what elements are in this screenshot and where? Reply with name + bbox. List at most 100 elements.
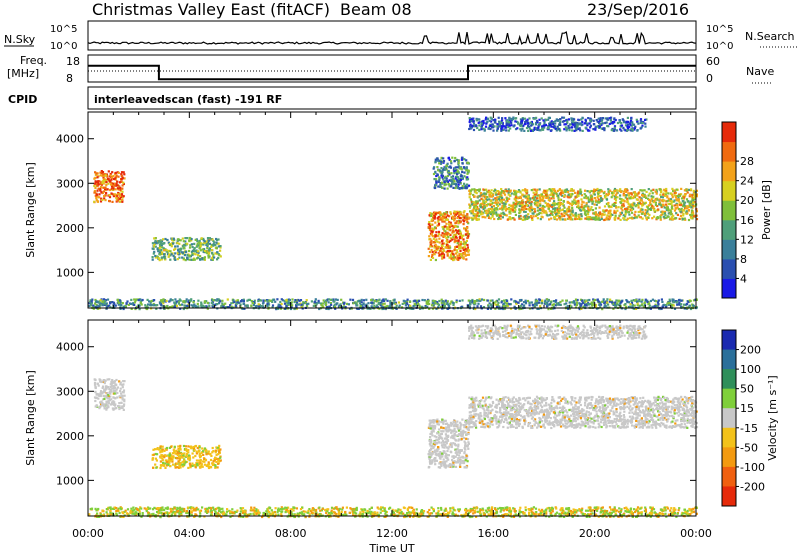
data-cell	[522, 124, 525, 127]
data-cell	[536, 121, 539, 124]
data-cell	[572, 119, 575, 122]
data-cell	[536, 194, 539, 197]
data-cell	[536, 213, 539, 216]
data-cell	[690, 217, 693, 220]
data-cell	[592, 217, 595, 221]
data-cell	[429, 212, 432, 215]
data-cell	[455, 185, 458, 188]
data-cell	[613, 203, 616, 206]
data-cell	[466, 176, 469, 179]
data-cell	[193, 242, 196, 245]
data-cell	[464, 184, 467, 187]
data-cell	[503, 193, 507, 196]
data-cell	[134, 299, 137, 302]
data-cell	[165, 299, 168, 302]
data-cell	[479, 299, 482, 302]
data-cell	[639, 127, 642, 130]
data-cell	[445, 168, 448, 171]
data-cell	[671, 187, 674, 190]
data-cell	[118, 405, 121, 408]
data-cell	[574, 125, 577, 128]
data-cell	[645, 218, 648, 221]
data-cell	[446, 241, 449, 244]
data-cell	[500, 129, 503, 132]
data-cell	[655, 190, 658, 193]
data-cell	[675, 188, 678, 191]
data-cell	[530, 301, 533, 304]
data-cell	[619, 188, 622, 191]
data-cell	[196, 302, 199, 305]
data-cell	[459, 211, 462, 214]
data-cell	[507, 126, 510, 129]
data-cell	[679, 202, 682, 205]
data-cell	[458, 254, 461, 257]
data-cell	[654, 203, 657, 207]
data-cell	[504, 205, 507, 208]
data-cell	[437, 220, 440, 223]
data-cell	[153, 303, 156, 307]
data-cell	[613, 209, 616, 212]
data-cell	[469, 299, 472, 303]
data-cell	[177, 248, 180, 251]
data-cell	[431, 302, 434, 305]
data-cell	[206, 245, 209, 248]
data-cell	[568, 205, 571, 208]
data-cell	[589, 303, 592, 306]
data-cell	[508, 203, 511, 206]
data-cell	[120, 392, 123, 395]
data-cell	[194, 238, 197, 241]
data-cell	[202, 243, 205, 246]
data-cell	[448, 232, 451, 235]
data-cell	[109, 385, 112, 389]
data-cell	[651, 305, 654, 308]
data-cell	[625, 197, 629, 200]
data-cell	[489, 307, 492, 310]
data-cell	[382, 307, 385, 310]
data-cell	[267, 303, 271, 306]
data-cell	[211, 252, 214, 255]
data-cell	[490, 195, 494, 198]
data-cell	[167, 241, 170, 244]
data-cell	[108, 378, 111, 381]
data-cell	[495, 193, 498, 196]
data-cell	[179, 303, 182, 307]
data-cell	[102, 398, 105, 401]
data-cell	[586, 217, 589, 221]
nsearch-tick-high: 10^5	[706, 24, 733, 35]
data-cell	[535, 191, 538, 194]
data-cell	[458, 216, 462, 220]
data-cell	[536, 307, 539, 310]
data-cell	[116, 391, 119, 394]
data-cell	[451, 238, 454, 241]
data-cell	[593, 212, 596, 215]
data-cell	[618, 214, 621, 217]
data-cell	[469, 192, 472, 195]
data-cell	[626, 129, 629, 132]
data-cell	[588, 129, 591, 132]
data-cell	[640, 197, 643, 200]
data-cell	[94, 405, 97, 408]
data-cell	[626, 199, 629, 202]
data-cell	[571, 218, 574, 221]
data-cell	[100, 183, 103, 186]
data-cell	[616, 189, 619, 192]
data-cell	[671, 193, 674, 196]
data-cell	[97, 397, 100, 400]
data-cell	[669, 217, 672, 220]
data-cell	[672, 200, 675, 203]
data-cell	[584, 194, 588, 197]
data-cell	[371, 301, 374, 304]
data-cell	[103, 197, 106, 200]
data-cell	[559, 209, 562, 212]
data-cell	[214, 252, 217, 255]
data-cell	[154, 239, 157, 242]
data-cell	[566, 200, 569, 203]
data-cell	[362, 303, 365, 306]
data-cell	[682, 209, 685, 212]
data-cell	[617, 300, 620, 303]
data-cell	[472, 201, 475, 204]
data-cell	[160, 258, 163, 261]
data-cell	[545, 302, 548, 305]
data-cell	[497, 116, 500, 119]
data-cell	[115, 196, 118, 200]
